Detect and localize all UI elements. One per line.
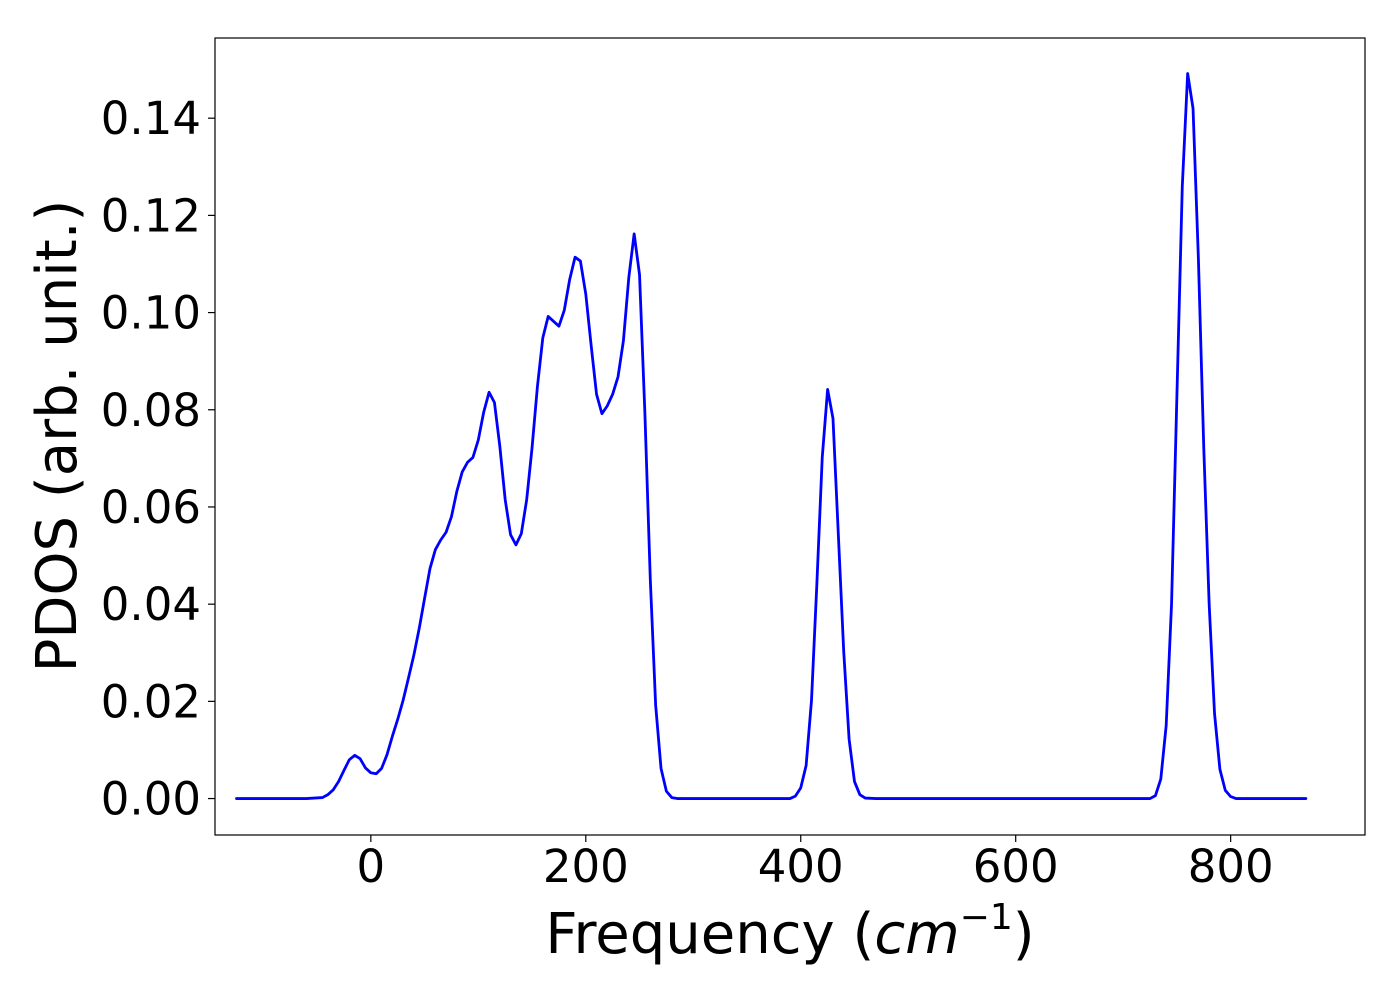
x-axis-label-text: Frequency ( (545, 902, 874, 967)
x-tick-label: 800 (1188, 840, 1274, 893)
y-tick-label: 0.04 (101, 578, 201, 631)
y-tick-label: 0.08 (101, 384, 201, 437)
y-tick-label: 0.12 (101, 189, 201, 242)
x-axis-label: Frequency (cm−1) (545, 897, 1034, 967)
x-axis-label-exponent: −1 (960, 897, 1013, 938)
y-axis-ticks: 0.00 0.02 0.04 0.06 0.08 0.10 0.12 0.14 (101, 92, 215, 826)
y-tick-label: 0.00 (101, 773, 201, 826)
x-axis-ticks: 0 200 400 600 800 (357, 835, 1274, 893)
y-tick-label: 0.14 (101, 92, 201, 145)
plot-area (215, 38, 1365, 835)
x-axis-label-unit: cm (874, 902, 959, 967)
x-tick-label: 0 (357, 840, 386, 893)
plot-frame (214, 37, 1366, 836)
x-tick-label: 400 (758, 840, 844, 893)
y-tick-label: 0.02 (101, 675, 201, 728)
x-tick-label: 600 (973, 840, 1059, 893)
x-axis-label-close: ) (1013, 902, 1035, 967)
pdos-series-line (235, 72, 1308, 800)
y-tick-label: 0.06 (101, 481, 201, 534)
y-axis-label: PDOS (arb. unit.) (25, 200, 90, 673)
y-tick-label: 0.10 (101, 287, 201, 340)
x-tick-label: 200 (543, 840, 629, 893)
